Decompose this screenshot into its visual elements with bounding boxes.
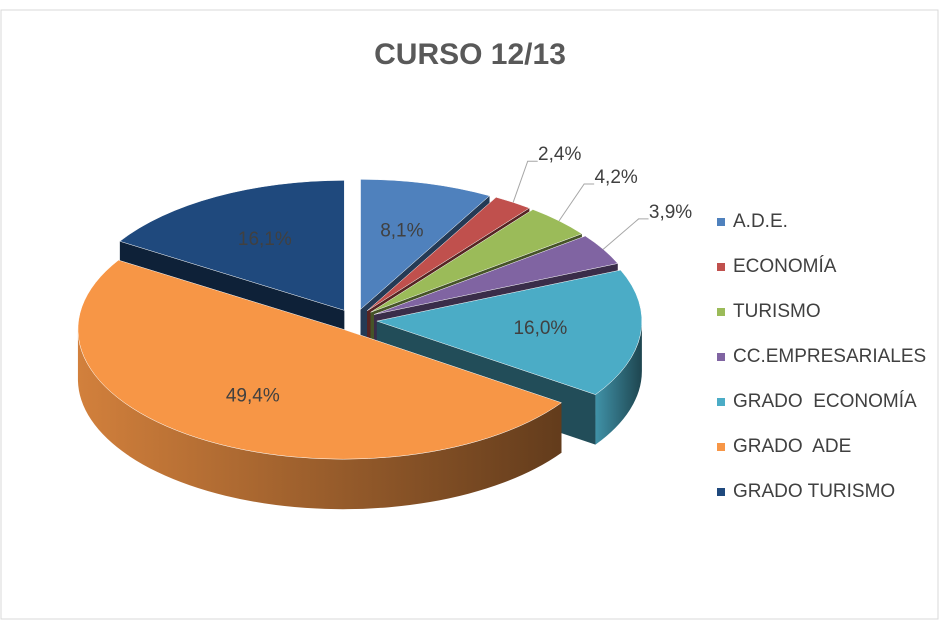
chart-title: CURSO 12/13 [374,38,566,71]
slice [77,259,563,460]
slice-side [595,321,642,445]
legend-label: CC.EMPRESARIALES [733,346,926,367]
legend-label: GRADO ADE [733,436,851,457]
legend-label: ECONOMÍA [733,256,837,277]
legend-label: TURISMO [733,301,821,322]
legend-swatch [717,308,725,316]
legend-swatch [717,443,725,451]
data-label: 3,9% [649,202,692,223]
leader-line [602,218,649,250]
data-label: 2,4% [538,144,581,165]
legend-swatch [717,218,725,226]
slice-side [77,329,562,510]
legend-swatch [717,263,725,271]
legend-swatch [717,353,725,361]
slice [360,179,491,310]
legend-swatch [717,398,725,406]
legend-label: GRADO TURISMO [733,481,895,502]
slice [373,235,619,315]
leader-line [558,183,595,222]
legend-label: GRADO ECONOMÍA [733,391,917,412]
data-label: 49,4% [226,386,280,407]
slice [375,269,643,395]
legend-swatch [717,488,725,496]
data-labels: 8,1% 2,4% 4,2% 3,9% 16,0% 49,4% 16,1% [226,144,692,406]
legend-label: A.D.E. [733,211,788,232]
leader-line [512,160,538,203]
data-label: 4,2% [594,167,637,188]
data-label: 16,0% [513,318,567,339]
slice [119,180,345,311]
data-label: 8,1% [380,220,423,241]
data-label: 16,1% [238,229,292,250]
slice-tops [77,179,643,460]
